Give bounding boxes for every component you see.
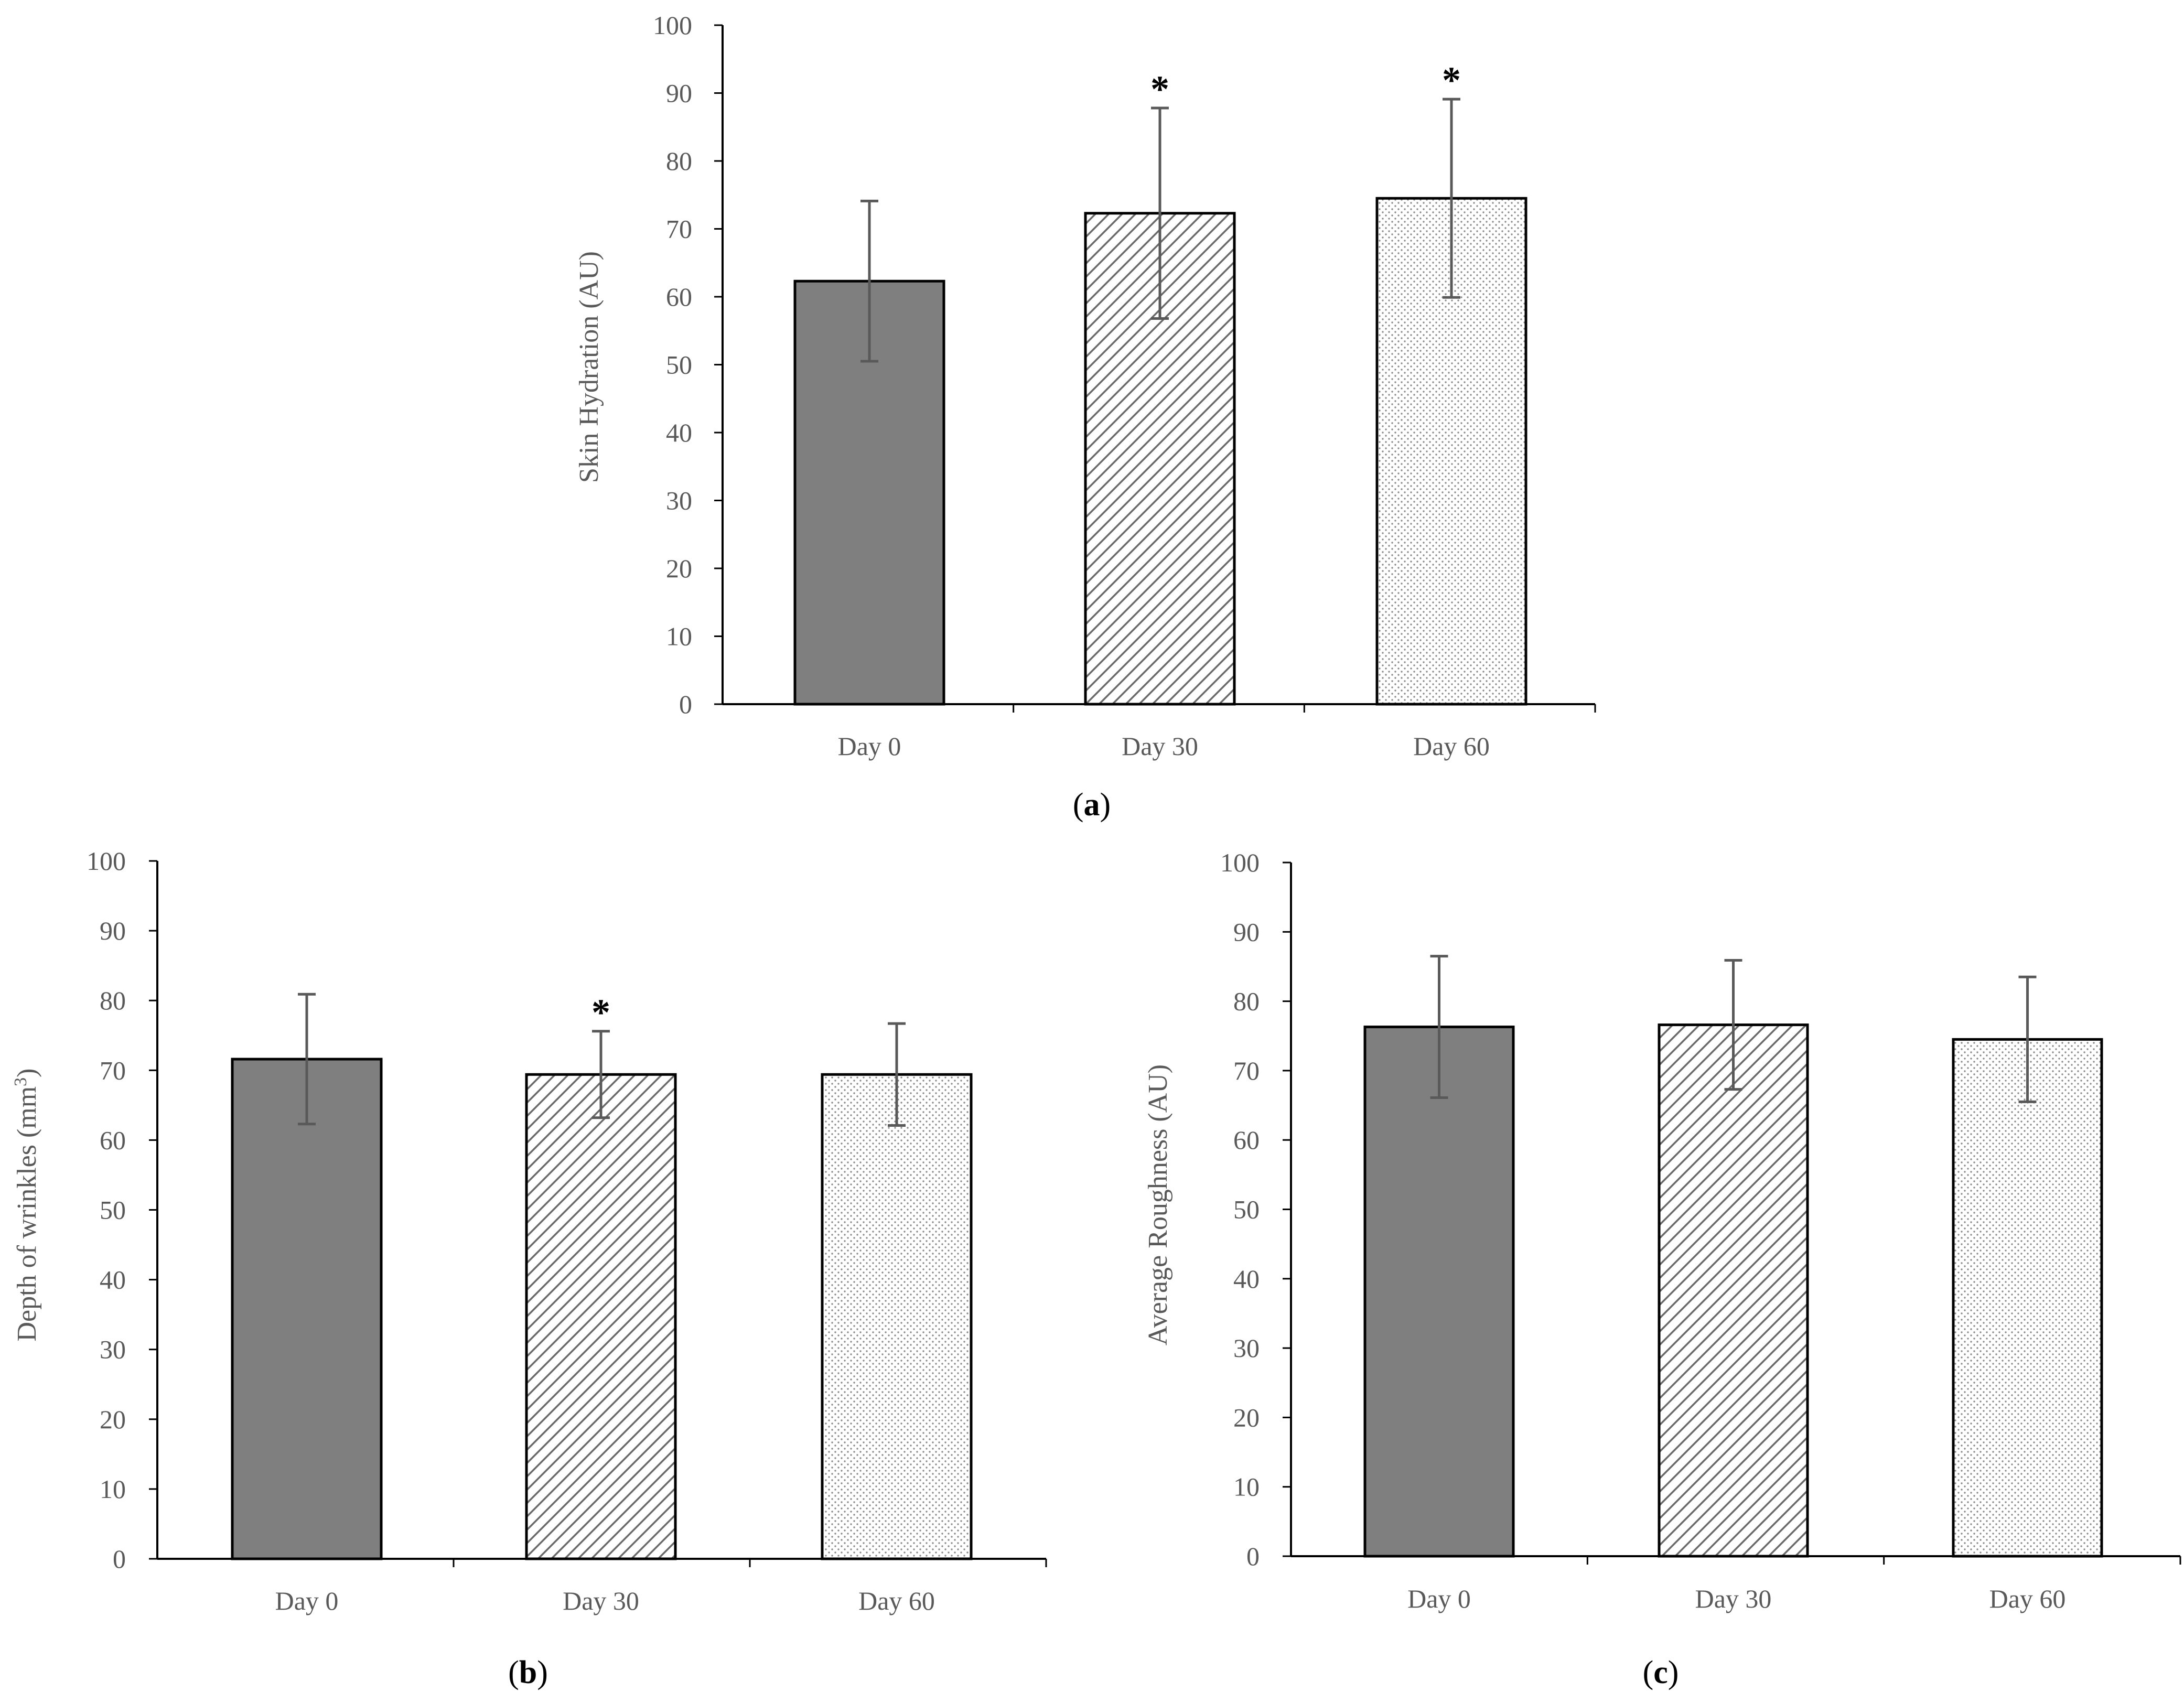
panel-label: (c) xyxy=(1643,1655,1679,1690)
panel-label: (a) xyxy=(1073,787,1111,823)
chart-panel-b: Depth of wrinkles (mm3) 0 10 20 30 40 50 60 70 8… xyxy=(11,846,1047,1690)
y-axis-title: Average Roughness (AU) xyxy=(1143,1064,1173,1345)
y-tick-label: 60 xyxy=(666,282,692,311)
x-tick-label: Day 0 xyxy=(275,1586,339,1615)
y-tick-label: 90 xyxy=(1233,917,1260,946)
y-tick-label: 100 xyxy=(87,846,126,876)
y-tick-label: 40 xyxy=(1233,1264,1260,1294)
y-tick-label: 10 xyxy=(1233,1472,1260,1502)
y-tick-label: 20 xyxy=(100,1405,126,1434)
y-tick-label: 30 xyxy=(1233,1333,1260,1363)
panel-c-plot: 0 10 20 30 40 50 60 70 80 90 100 Day 0 Day 30 Day 60 xyxy=(1220,848,2181,1613)
bar xyxy=(1952,1038,2103,1558)
y-tick-label: 40 xyxy=(100,1265,126,1295)
significance-marker: * xyxy=(1442,59,1461,101)
y-tick-label: 50 xyxy=(1233,1195,1260,1224)
y-tick-label: 60 xyxy=(100,1125,126,1155)
panel-a-plot: 0 10 20 30 40 50 60 70 80 90 100 Day 0 Day 30 Day 60 *… xyxy=(653,10,1596,761)
x-tick-label: Day 30 xyxy=(1122,731,1198,761)
y-tick-label: 80 xyxy=(1233,987,1260,1016)
y-axis-title: Depth of wrinkles (mm3) xyxy=(11,1068,42,1341)
bar xyxy=(821,1073,973,1560)
y-tick-label: 0 xyxy=(1246,1542,1260,1571)
chart-panel-a: Skin Hydration (AU) 0 10 20 30 40 50 60 70 80 90 1… xyxy=(574,10,1596,823)
y-tick-label: 90 xyxy=(666,79,692,108)
x-tick-label: Day 30 xyxy=(1695,1584,1772,1613)
x-tick-label: Day 0 xyxy=(838,731,901,761)
y-tick-label: 90 xyxy=(100,916,126,945)
y-tick-label: 100 xyxy=(653,10,692,40)
y-tick-label: 20 xyxy=(1233,1403,1260,1432)
y-tick-label: 20 xyxy=(666,554,692,583)
significance-marker: * xyxy=(1150,68,1169,110)
x-tick-label: Day 0 xyxy=(1407,1584,1471,1613)
y-tick-label: 0 xyxy=(113,1544,126,1573)
y-tick-label: 70 xyxy=(666,214,692,244)
significance-marker: * xyxy=(591,991,610,1033)
y-tick-label: 30 xyxy=(666,486,692,515)
y-tick-label: 0 xyxy=(679,689,692,719)
x-tick-label: Day 60 xyxy=(858,1586,935,1615)
panel-label: (b) xyxy=(508,1655,548,1690)
bar xyxy=(1658,1023,1809,1558)
y-tick-label: 10 xyxy=(100,1474,126,1504)
y-tick-label: 50 xyxy=(100,1195,126,1225)
y-tick-label: 100 xyxy=(1220,848,1260,877)
y-tick-label: 30 xyxy=(100,1335,126,1364)
bar xyxy=(1363,1026,1515,1558)
bar xyxy=(231,1058,383,1560)
y-tick-label: 70 xyxy=(1233,1056,1260,1085)
x-tick-label: Day 60 xyxy=(1413,731,1490,761)
y-tick-label: 80 xyxy=(666,146,692,176)
y-tick-label: 80 xyxy=(100,986,126,1015)
y-tick-label: 10 xyxy=(666,622,692,651)
y-tick-label: 70 xyxy=(100,1055,126,1085)
y-tick-label: 40 xyxy=(666,418,692,447)
chart-panel-c: Average Roughness (AU) 0 10 20 30 40 50 60 70 80… xyxy=(1143,848,2181,1690)
y-axis-title: Skin Hydration (AU) xyxy=(574,251,604,483)
bar xyxy=(525,1073,677,1560)
x-tick-label: Day 60 xyxy=(1989,1584,2066,1613)
y-tick-label: 50 xyxy=(666,350,692,380)
panel-b-plot: 0 10 20 30 40 50 60 70 80 90 100 Day 0 Day 30 Day 60 * xyxy=(87,846,1047,1615)
x-tick-label: Day 30 xyxy=(563,1586,639,1615)
y-tick-label: 60 xyxy=(1233,1125,1260,1155)
